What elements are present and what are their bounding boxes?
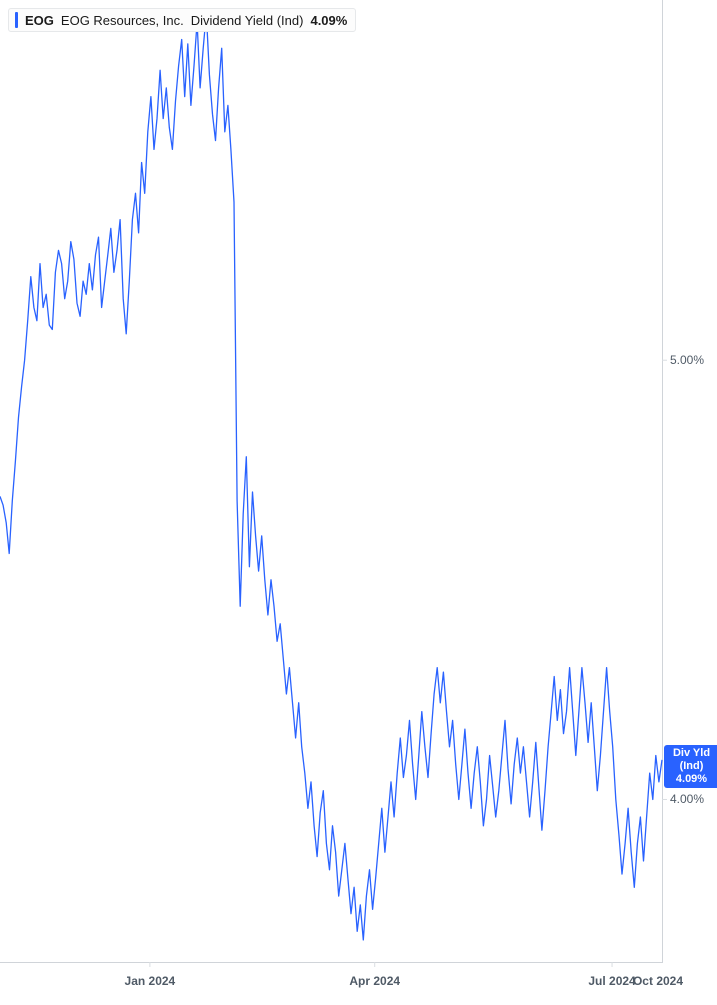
y-axis-label: 5.00% xyxy=(670,353,704,367)
legend-symbol: EOG xyxy=(25,13,54,28)
legend-metric: Dividend Yield (Ind) xyxy=(191,13,304,28)
x-axis-label: Oct 2024 xyxy=(633,974,683,988)
x-axis-label: Jul 2024 xyxy=(588,974,635,988)
legend-value: 4.09% xyxy=(310,13,347,28)
price-badge-value: 4.09% xyxy=(668,773,715,786)
chart-legend[interactable]: EOG EOG Resources, Inc. Dividend Yield (… xyxy=(8,8,356,32)
price-badge: Div Yld (Ind) 4.09% xyxy=(664,745,717,788)
x-axis-label: Jan 2024 xyxy=(125,974,176,988)
legend-accent-bar xyxy=(15,12,18,28)
y-axis-label: 4.00% xyxy=(670,792,704,806)
legend-company: EOG Resources, Inc. xyxy=(61,13,184,28)
chart-plot xyxy=(0,0,717,1005)
series-line xyxy=(0,13,662,940)
price-badge-title: Div Yld (Ind) xyxy=(668,747,715,773)
x-axis-label: Apr 2024 xyxy=(349,974,400,988)
